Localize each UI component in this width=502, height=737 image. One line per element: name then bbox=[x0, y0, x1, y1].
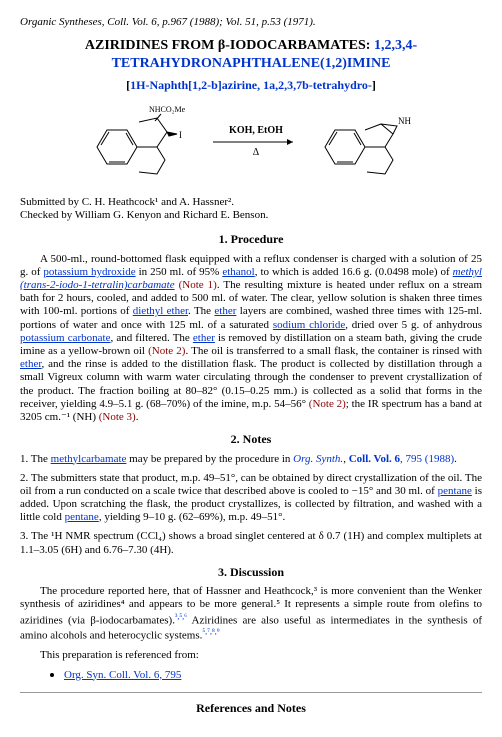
ether-link[interactable]: diethyl ether bbox=[133, 305, 188, 317]
note2b-ref: (Note 2) bbox=[309, 398, 346, 410]
note3-ref: (Note 3) bbox=[99, 411, 136, 423]
checked-by: Checked by William G. Kenyon and Richard… bbox=[20, 209, 482, 222]
bracket-close: ] bbox=[372, 78, 376, 92]
pentane-link[interactable]: pentane bbox=[438, 485, 472, 497]
pentane-link-2[interactable]: pentane bbox=[65, 511, 99, 523]
carbamate-label: NHCO₂Me bbox=[149, 105, 186, 114]
reagent-text: KOH, EtOH bbox=[211, 125, 301, 137]
submitted-by: Submitted by C. H. Heathcock¹ and A. Has… bbox=[20, 196, 482, 209]
nh-label: NH bbox=[398, 116, 411, 126]
procedure-heading: 1. Procedure bbox=[20, 232, 482, 246]
note-3: 3. The ¹H NMR spectrum (CCl₄) shows a br… bbox=[20, 530, 482, 556]
notes-heading: 2. Notes bbox=[20, 432, 482, 446]
subtitle-link[interactable]: 1H-Naphth[1,2-b]azirine, 1a,2,3,7b-tetra… bbox=[130, 78, 372, 92]
subtitle: [1H-Naphth[1,2-b]azirine, 1a,2,3,7b-tetr… bbox=[20, 78, 482, 92]
delta-symbol: Δ bbox=[211, 147, 301, 159]
reaction-arrow: KOH, EtOH Δ bbox=[211, 125, 301, 159]
discussion-paragraph: The procedure reported here, that of Has… bbox=[20, 585, 482, 643]
note-2: 2. The submitters state that product, m.… bbox=[20, 472, 482, 525]
title-prefix: AZIRIDINES FROM β-IODOCARBAMATES: bbox=[85, 38, 374, 53]
references-heading: References and Notes bbox=[20, 701, 482, 715]
divider bbox=[20, 692, 482, 693]
note-1: 1. The methylcarbamate may be prepared b… bbox=[20, 453, 482, 466]
reaction-scheme: NHCO₂Me I KOH, EtOH Δ NH bbox=[20, 102, 482, 182]
bullet-icon bbox=[50, 673, 54, 677]
note1-ref: (Note 1) bbox=[175, 279, 217, 291]
reference-item: Org. Syn. Coll. Vol. 6, 795 bbox=[50, 669, 482, 682]
ether-link-2[interactable]: ether bbox=[214, 305, 236, 317]
page-link[interactable]: , 795 (1988) bbox=[400, 453, 454, 465]
reactant-structure: NHCO₂Me I bbox=[87, 102, 197, 182]
procedure-paragraph: A 500-ml., round-bottomed flask equipped… bbox=[20, 253, 482, 424]
ether-link-4[interactable]: ether bbox=[20, 358, 42, 370]
journal-citation: Organic Syntheses, Coll. Vol. 6, p.967 (… bbox=[20, 16, 482, 29]
koh-link[interactable]: potassium hydroxide bbox=[43, 266, 135, 278]
ethanol-link[interactable]: ethanol bbox=[222, 266, 254, 278]
product-structure: NH bbox=[315, 102, 415, 182]
k2co3-link[interactable]: potassium carbonate bbox=[20, 332, 110, 344]
iodo-label: I bbox=[179, 130, 182, 140]
ref-sup-1[interactable]: ³,⁵,⁶ bbox=[175, 612, 187, 621]
title: AZIRIDINES FROM β-IODOCARBAMATES: 1,2,3,… bbox=[20, 37, 482, 73]
note2-ref: (Note 2) bbox=[148, 345, 185, 357]
nacl-link[interactable]: sodium chloride bbox=[273, 319, 345, 331]
orgsynth-link[interactable]: Org. Synth. bbox=[293, 453, 343, 465]
ether-link-3[interactable]: ether bbox=[193, 332, 215, 344]
methylcarbamate-link[interactable]: methylcarbamate bbox=[51, 453, 127, 465]
reference-link[interactable]: Org. Syn. Coll. Vol. 6, 795 bbox=[64, 669, 181, 681]
collvol-link[interactable]: Coll. Vol. 6 bbox=[349, 453, 400, 465]
discussion-heading: 3. Discussion bbox=[20, 565, 482, 579]
ref-sup-2[interactable]: ⁵,⁷,⁸,⁹ bbox=[202, 627, 219, 636]
referenced-from: This preparation is referenced from: bbox=[20, 649, 482, 662]
credits: Submitted by C. H. Heathcock¹ and A. Has… bbox=[20, 196, 482, 222]
